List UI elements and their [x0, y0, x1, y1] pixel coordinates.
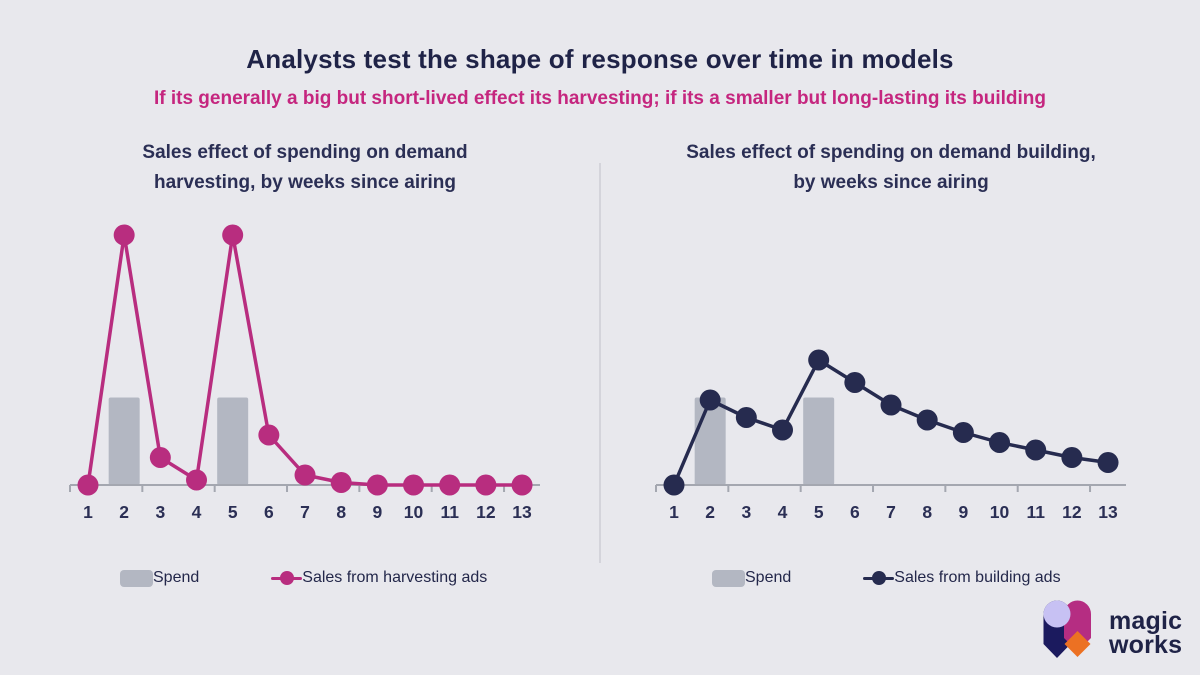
x-tick-label: 1	[669, 502, 679, 522]
sales-data-point	[294, 464, 316, 486]
logo-word-magic: magic	[1109, 607, 1183, 636]
x-tick-label: 1	[83, 502, 93, 522]
sales-data-point	[663, 474, 685, 496]
spend-bar	[217, 397, 249, 485]
x-tick-label: 10	[990, 502, 1010, 522]
harvesting-chart-title: Sales effect of spending on demand harve…	[60, 138, 550, 199]
x-tick-label: 4	[192, 502, 202, 522]
sales-data-point	[113, 224, 135, 246]
sales-data-point	[1061, 447, 1083, 468]
legend-item-building-sales: Sales from building ads	[863, 569, 1061, 587]
sales-data-point	[475, 474, 497, 496]
legend-item-harvesting-sales: Sales from harvesting ads	[271, 569, 487, 587]
building-sales-legend-label: Sales from building ads	[894, 569, 1061, 586]
spend-swatch-icon	[120, 569, 153, 587]
sales-data-point	[699, 389, 721, 411]
building-chart-title-text: Sales effect of spending on demand build…	[686, 142, 1096, 194]
sales-data-point	[735, 407, 757, 428]
x-tick-label: 3	[155, 502, 165, 522]
x-tick-label: 6	[850, 502, 860, 522]
harvesting-chart-legend: Spend Sales from harvesting ads	[120, 563, 487, 593]
sales-line	[86, 233, 523, 487]
sales-data-point	[989, 432, 1011, 453]
building-line-marker-icon	[863, 571, 895, 586]
sales-data-point	[952, 422, 974, 443]
sales-data-point	[511, 474, 533, 496]
sales-data-point	[880, 394, 902, 416]
harvesting-chart: 1 2 3 4 5 6 7 8 9 10 11 12 13	[69, 224, 540, 522]
sales-data-point	[403, 474, 425, 496]
sales-data-point	[330, 472, 352, 493]
sales-data-point	[439, 474, 461, 496]
x-tick-label: 6	[264, 502, 274, 522]
page-title: Analysts test the shape of response over…	[246, 44, 954, 74]
x-tick-label: 13	[1098, 502, 1118, 522]
harvesting-chart-title-text: Sales effect of spending on demand harve…	[142, 142, 468, 194]
legend-item-spend: Spend	[712, 569, 791, 587]
x-tick-label: 7	[300, 502, 310, 522]
x-tick-label: 11	[1026, 502, 1045, 522]
sales-data-point	[808, 349, 830, 371]
sales-data-point	[1097, 452, 1119, 473]
spend-bar	[803, 397, 835, 485]
x-tick-label: 12	[1062, 502, 1082, 522]
sales-data-point	[366, 474, 388, 496]
x-tick-label: 8	[922, 502, 932, 522]
building-chart: 1 2 3 4 5 6 7 8 9 10 11 12 13	[655, 349, 1126, 522]
x-tick-label: 2	[119, 502, 129, 522]
x-tick-label: 9	[372, 502, 382, 522]
sales-data-point	[916, 409, 938, 431]
magic-works-logo: magic works	[1040, 599, 1182, 669]
vertical-divider	[599, 163, 601, 563]
spend-legend-label: Spend	[745, 569, 792, 586]
x-tick-label: 5	[814, 502, 824, 522]
sales-data-point	[77, 474, 99, 496]
x-tick-label: 4	[778, 502, 788, 522]
x-tick-label: 8	[336, 502, 346, 522]
x-tick-label: 3	[741, 502, 751, 522]
spend-bar	[694, 397, 726, 485]
spend-swatch-icon	[712, 569, 745, 587]
sales-data-point	[844, 372, 866, 393]
spend-bar	[108, 397, 140, 485]
x-tick-label: 12	[476, 502, 496, 522]
magic-works-logo-text: magic works	[1109, 607, 1183, 659]
x-tick-label: 9	[958, 502, 968, 522]
x-tick-label: 11	[440, 502, 459, 522]
magic-works-logo-icon	[1043, 600, 1091, 658]
sales-data-point	[222, 224, 244, 246]
spend-legend-label: Spend	[153, 569, 200, 586]
sales-data-point	[258, 424, 280, 446]
legend-item-spend: Spend	[120, 569, 199, 587]
building-chart-legend: Spend Sales from building ads	[712, 563, 1061, 593]
harvesting-line-marker-icon	[271, 571, 303, 586]
sales-data-point	[186, 469, 208, 491]
sales-data-point	[1025, 439, 1047, 461]
sales-data-point	[772, 419, 794, 441]
x-tick-label: 10	[404, 502, 424, 522]
harvesting-sales-legend-label: Sales from harvesting ads	[302, 569, 488, 586]
sales-data-point	[149, 447, 171, 468]
x-tick-label: 5	[228, 502, 238, 522]
x-tick-label: 7	[886, 502, 896, 522]
building-chart-title: Sales effect of spending on demand build…	[646, 138, 1136, 199]
logo-word-works: works	[1109, 631, 1183, 659]
x-tick-label: 2	[705, 502, 715, 522]
page-subtitle: If its generally a big but short-lived e…	[153, 88, 1047, 109]
x-tick-label: 13	[512, 502, 532, 522]
